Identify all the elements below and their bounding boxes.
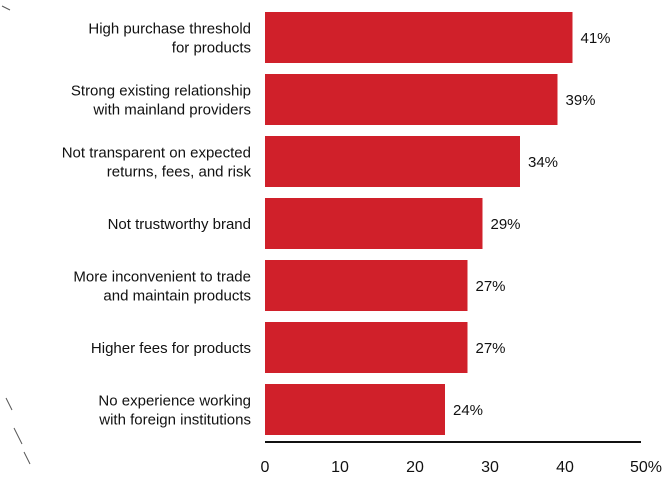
x-tick-label: 20 — [406, 459, 424, 476]
left-edge-decoration — [1, 5, 31, 465]
category-label: High purchase threshold for products — [88, 20, 251, 56]
category-label: Not transparent on expected returns, fees… — [62, 144, 252, 180]
category-label: No experience working with foreign instit… — [98, 392, 251, 428]
x-tick-label: 10 — [331, 459, 349, 476]
category-labels: High purchase threshold for products Stron… — [62, 20, 252, 428]
x-tick-label: 40 — [556, 459, 574, 476]
bar — [265, 74, 558, 125]
value-label: 27% — [476, 340, 506, 357]
bar — [265, 384, 445, 435]
category-label: More inconvenient to trade and maintain p… — [73, 268, 251, 304]
value-label: 27% — [476, 278, 506, 295]
x-tick-label: 30 — [481, 459, 499, 476]
bar — [265, 12, 573, 63]
x-tick-label: 0 — [261, 459, 270, 476]
value-label: 39% — [566, 92, 596, 109]
value-label: 29% — [491, 216, 521, 233]
value-label: 24% — [453, 402, 483, 419]
value-label: 34% — [528, 154, 558, 171]
bar — [265, 322, 468, 373]
bar — [265, 198, 483, 249]
x-axis: 0 10 20 30 40 50% — [261, 441, 662, 476]
value-labels: 41% 39% 34% 29% 27% 27% 24% — [453, 30, 611, 419]
x-tick-label: 50% — [630, 459, 662, 476]
bars-layer — [265, 12, 573, 435]
bar — [265, 260, 468, 311]
bar — [265, 136, 520, 187]
category-label: Higher fees for products — [91, 340, 251, 357]
category-label: Not trustworthy brand — [108, 216, 251, 233]
value-label: 41% — [581, 30, 611, 47]
category-label: Strong existing relationship with mainlan… — [71, 82, 251, 118]
